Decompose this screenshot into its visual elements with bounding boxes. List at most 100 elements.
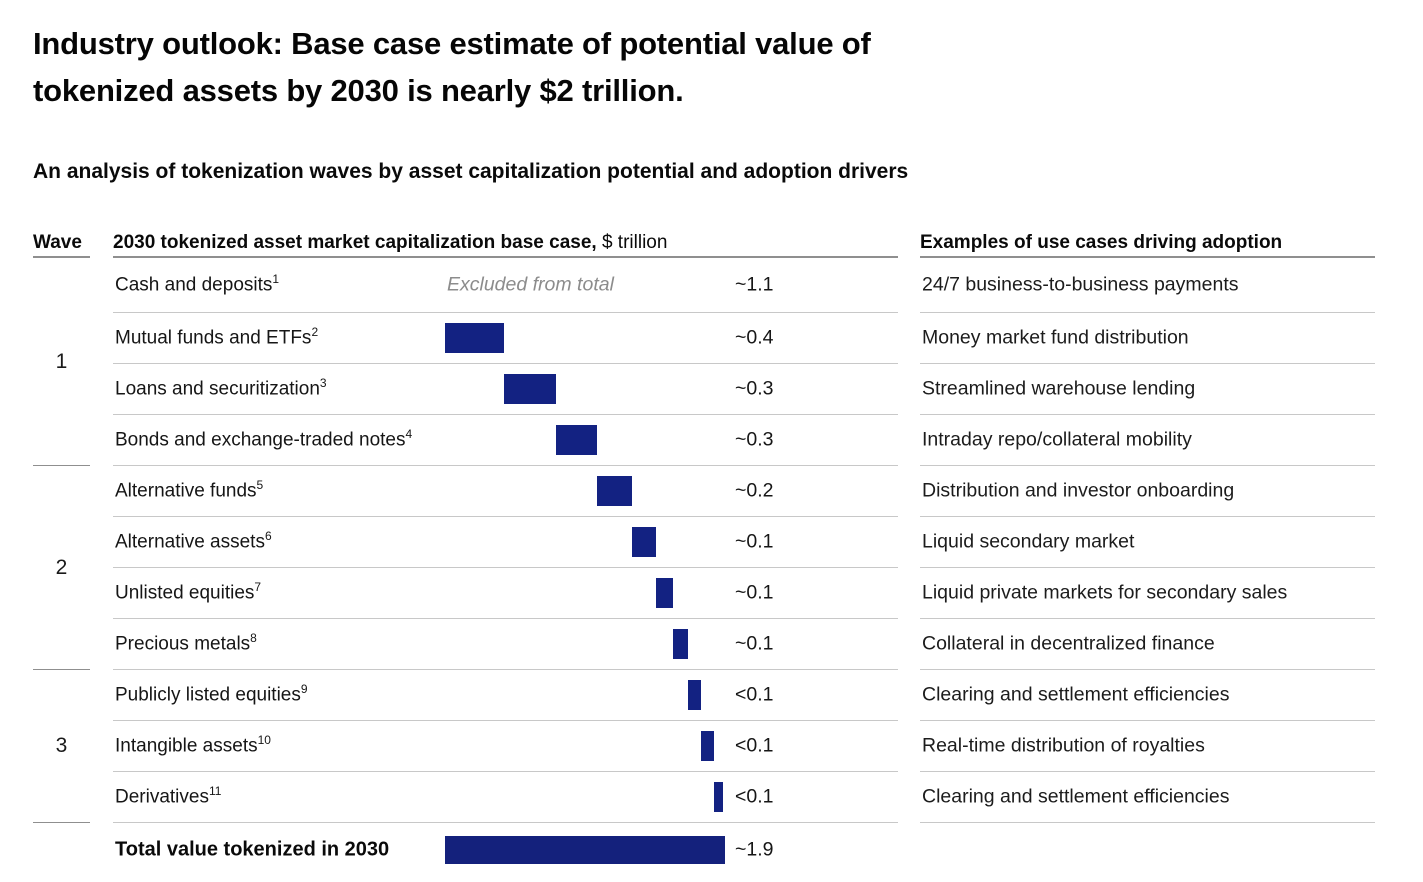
asset-row: Alternative funds5 ~0.2 [113, 466, 898, 517]
footnote-marker: 2 [311, 325, 319, 340]
asset-label: Intangible assets10 [115, 733, 271, 757]
wave-column-header: Wave [33, 232, 90, 258]
wave-2-group: 2 [33, 466, 90, 670]
use-cases-rows: 24/7 business-to-business payments Money… [920, 258, 1375, 823]
asset-row: Loans and securitization3 ~0.3 [113, 364, 898, 415]
use-case-text: Money market fund distribution [922, 326, 1189, 349]
use-case-row: Intraday repo/collateral mobility [920, 415, 1375, 466]
use-case-row: Clearing and settlement efficiencies [920, 670, 1375, 721]
use-case-text: Clearing and settlement efficiencies [922, 785, 1230, 808]
total-bar [445, 836, 726, 864]
asset-value: <0.1 [735, 785, 774, 808]
asset-value: <0.1 [735, 734, 774, 757]
asset-label: Cash and deposits1 [115, 272, 280, 296]
use-case-row: Streamlined warehouse lending [920, 364, 1375, 415]
asset-bar [555, 425, 597, 455]
use-case-text: Streamlined warehouse lending [922, 377, 1196, 400]
footnote-marker: 6 [264, 529, 272, 544]
use-case-text: Liquid private markets for secondary sal… [922, 581, 1288, 604]
asset-label: Unlisted equities7 [115, 580, 262, 604]
asset-bar [503, 374, 556, 404]
footnote-marker: 4 [405, 427, 413, 442]
asset-row: Mutual funds and ETFs2 ~0.4 [113, 313, 898, 364]
asset-bar [632, 527, 656, 557]
capitalization-rows: Cash and deposits1 Excluded from total ~… [113, 258, 898, 823]
asset-label: Alternative assets6 [115, 529, 272, 553]
asset-row: Bonds and exchange-traded notes4 ~0.3 [113, 415, 898, 466]
asset-bar [673, 629, 689, 659]
asset-value: ~0.1 [735, 632, 774, 655]
asset-row: Derivatives11 <0.1 [113, 772, 898, 823]
footnote-marker: 1 [272, 272, 280, 287]
asset-label: Bonds and exchange-traded notes4 [115, 427, 413, 451]
footnote-marker: 11 [208, 784, 222, 799]
use-cases-column: Examples of use cases driving adoption 2… [920, 232, 1375, 823]
wave-1-group: 1 [33, 258, 90, 466]
asset-value: ~0.2 [735, 479, 774, 502]
use-case-row: Clearing and settlement efficiencies [920, 772, 1375, 823]
use-case-text: Intraday repo/collateral mobility [922, 428, 1192, 451]
total-label: Total value tokenized in 2030 [115, 838, 390, 861]
use-case-row: Money market fund distribution [920, 313, 1375, 364]
footnote-marker: 9 [300, 682, 308, 697]
use-case-row: Real-time distribution of royalties [920, 721, 1375, 772]
asset-value: ~0.1 [735, 581, 774, 604]
use-case-text: Liquid secondary market [922, 530, 1135, 553]
use-case-text: Real-time distribution of royalties [922, 734, 1205, 757]
asset-value: ~0.1 [735, 530, 774, 553]
capitalization-header-unit: $ trillion [596, 232, 668, 253]
footnote-marker: 7 [254, 580, 262, 595]
asset-bar [596, 476, 633, 506]
asset-value: ~0.3 [735, 428, 774, 451]
total-row: Total value tokenized in 2030 ~1.9 [113, 823, 898, 877]
asset-row: Intangible assets10 <0.1 [113, 721, 898, 772]
use-case-row: 24/7 business-to-business payments [920, 258, 1375, 313]
use-case-row: Collateral in decentralized finance [920, 619, 1375, 670]
asset-bar [688, 680, 702, 710]
footnote-marker: 3 [319, 376, 327, 391]
page-subtitle: An analysis of tokenization waves by ass… [33, 160, 909, 183]
wave-3-label: 3 [55, 734, 68, 757]
asset-row: Cash and deposits1 Excluded from total ~… [113, 258, 898, 313]
asset-value: <0.1 [735, 683, 774, 706]
total-value: ~1.9 [735, 838, 774, 861]
capitalization-header: 2030 tokenized asset market capitalizati… [113, 232, 898, 258]
asset-row: Precious metals8 ~0.1 [113, 619, 898, 670]
use-case-row: Liquid secondary market [920, 517, 1375, 568]
capitalization-column: 2030 tokenized asset market capitalizati… [113, 232, 898, 877]
use-case-text: 24/7 business-to-business payments [922, 273, 1239, 296]
asset-bar [714, 782, 723, 812]
page-title: Industry outlook: Base case estimate of … [33, 26, 871, 108]
footnote-marker: 5 [256, 478, 264, 493]
asset-label: Precious metals8 [115, 631, 257, 655]
wave-2-label: 2 [55, 555, 68, 579]
asset-row: Unlisted equities7 ~0.1 [113, 568, 898, 619]
asset-value: ~0.4 [735, 326, 774, 349]
use-case-text: Collateral in decentralized finance [922, 632, 1215, 655]
use-case-text: Clearing and settlement efficiencies [922, 683, 1230, 706]
excluded-note: Excluded from total [447, 273, 614, 296]
asset-row: Alternative assets6 ~0.1 [113, 517, 898, 568]
wave-3-group: 3 [33, 670, 90, 823]
asset-bar [655, 578, 674, 608]
asset-bar [445, 323, 504, 353]
asset-value: ~0.3 [735, 377, 774, 400]
use-case-text: Distribution and investor onboarding [922, 479, 1235, 502]
wave-column: Wave 1 2 3 [33, 232, 90, 823]
asset-label: Mutual funds and ETFs2 [115, 325, 319, 349]
footnote-marker: 10 [257, 733, 271, 748]
use-cases-header: Examples of use cases driving adoption [920, 232, 1375, 258]
use-case-row: Distribution and investor onboarding [920, 466, 1375, 517]
asset-label: Alternative funds5 [115, 478, 264, 502]
capitalization-header-bold: 2030 tokenized asset market capitalizati… [113, 232, 597, 253]
asset-label: Loans and securitization3 [115, 376, 327, 400]
asset-row: Publicly listed equities9 <0.1 [113, 670, 898, 721]
asset-bar [701, 731, 714, 761]
footnote-marker: 8 [250, 631, 257, 646]
asset-value: ~1.1 [735, 273, 774, 296]
wave-1-label: 1 [55, 349, 68, 373]
asset-label: Publicly listed equities9 [115, 682, 308, 706]
use-case-row: Liquid private markets for secondary sal… [920, 568, 1375, 619]
asset-label: Derivatives11 [115, 784, 222, 808]
